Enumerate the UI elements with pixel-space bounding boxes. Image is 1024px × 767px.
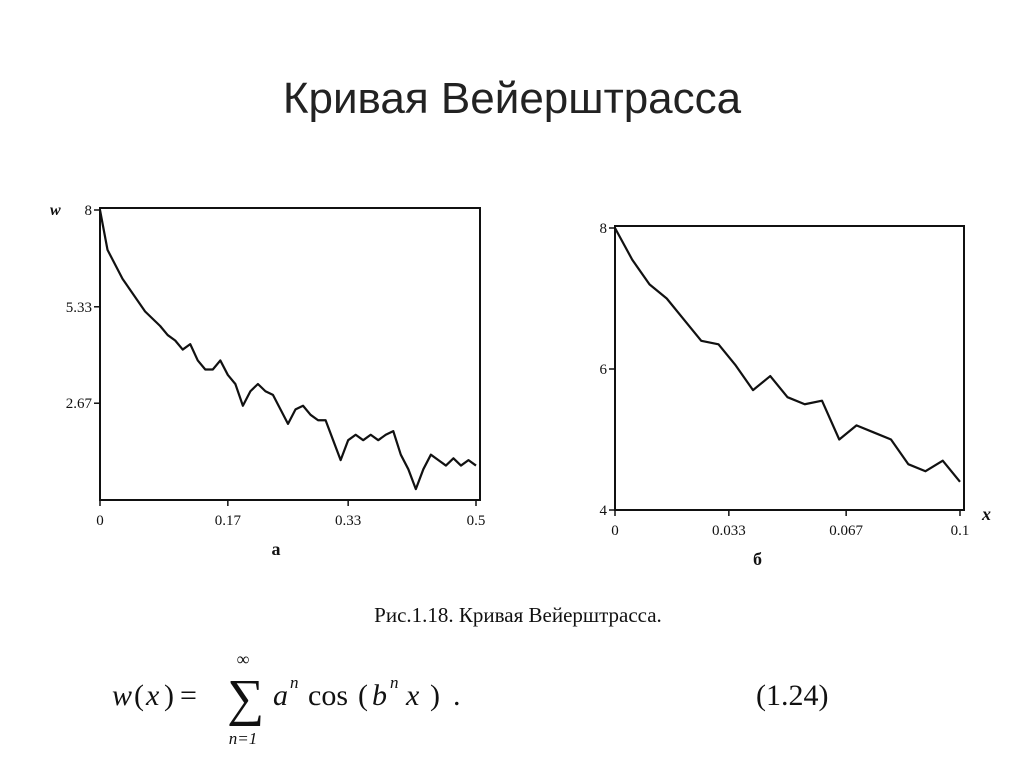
curve bbox=[614, 227, 961, 483]
formula-text: ∞ bbox=[237, 649, 250, 669]
x-tick-label: 0.067 bbox=[829, 523, 863, 539]
chart-label: а bbox=[272, 539, 281, 559]
x-tick-label: 0.1 bbox=[951, 523, 970, 539]
formula-text: x bbox=[405, 679, 420, 712]
x-axis-label: x bbox=[981, 504, 991, 524]
caption: Рис.1.18. Кривая Вейерштрасса. bbox=[374, 603, 662, 627]
slide-title: Кривая Вейерштрасса bbox=[283, 74, 742, 123]
formula-text: a bbox=[273, 679, 288, 712]
y-tick-label: 6 bbox=[600, 362, 608, 378]
x-tick-label: 0 bbox=[96, 513, 104, 529]
plot-frame bbox=[99, 207, 481, 501]
formula-text: ∑ bbox=[227, 670, 264, 727]
plot-frame bbox=[614, 225, 965, 511]
formula-text: ) bbox=[430, 679, 440, 712]
x-tick-label: 0.033 bbox=[712, 523, 746, 539]
formula-text: . bbox=[453, 679, 461, 712]
curve bbox=[98, 209, 477, 491]
formula-text: cos bbox=[308, 679, 348, 712]
formula-text: n=1 bbox=[229, 729, 257, 748]
y-axis-label: w bbox=[50, 202, 61, 219]
y-tick-label: 2.67 bbox=[66, 396, 93, 412]
x-tick-label: 0.17 bbox=[215, 513, 242, 529]
formula-text: = bbox=[180, 679, 197, 712]
formula: w ( x ) = ∑ ∞ n=1 a n cos ( b n x ) . (1… bbox=[112, 649, 828, 748]
chart-label: б bbox=[753, 549, 762, 569]
formula-number: (1.24) bbox=[756, 679, 828, 712]
x-tick-label: 0.5 bbox=[467, 513, 486, 529]
x-tick-label: 0.33 bbox=[335, 513, 361, 529]
x-tick-label: 0 bbox=[611, 523, 619, 539]
formula-text: n bbox=[390, 673, 399, 692]
y-tick-label: 8 bbox=[600, 221, 608, 237]
formula-text: n bbox=[290, 673, 299, 692]
formula-text: ( bbox=[134, 679, 144, 712]
formula-text: w bbox=[112, 679, 132, 712]
y-tick-label: 8 bbox=[85, 203, 93, 219]
formula-text: ( bbox=[358, 679, 368, 712]
y-tick-label: 4 bbox=[600, 503, 608, 519]
formula-text: ) bbox=[164, 679, 174, 712]
formula-text: x bbox=[145, 679, 160, 712]
formula-text: b bbox=[372, 679, 387, 712]
y-tick-label: 5.33 bbox=[66, 300, 92, 316]
